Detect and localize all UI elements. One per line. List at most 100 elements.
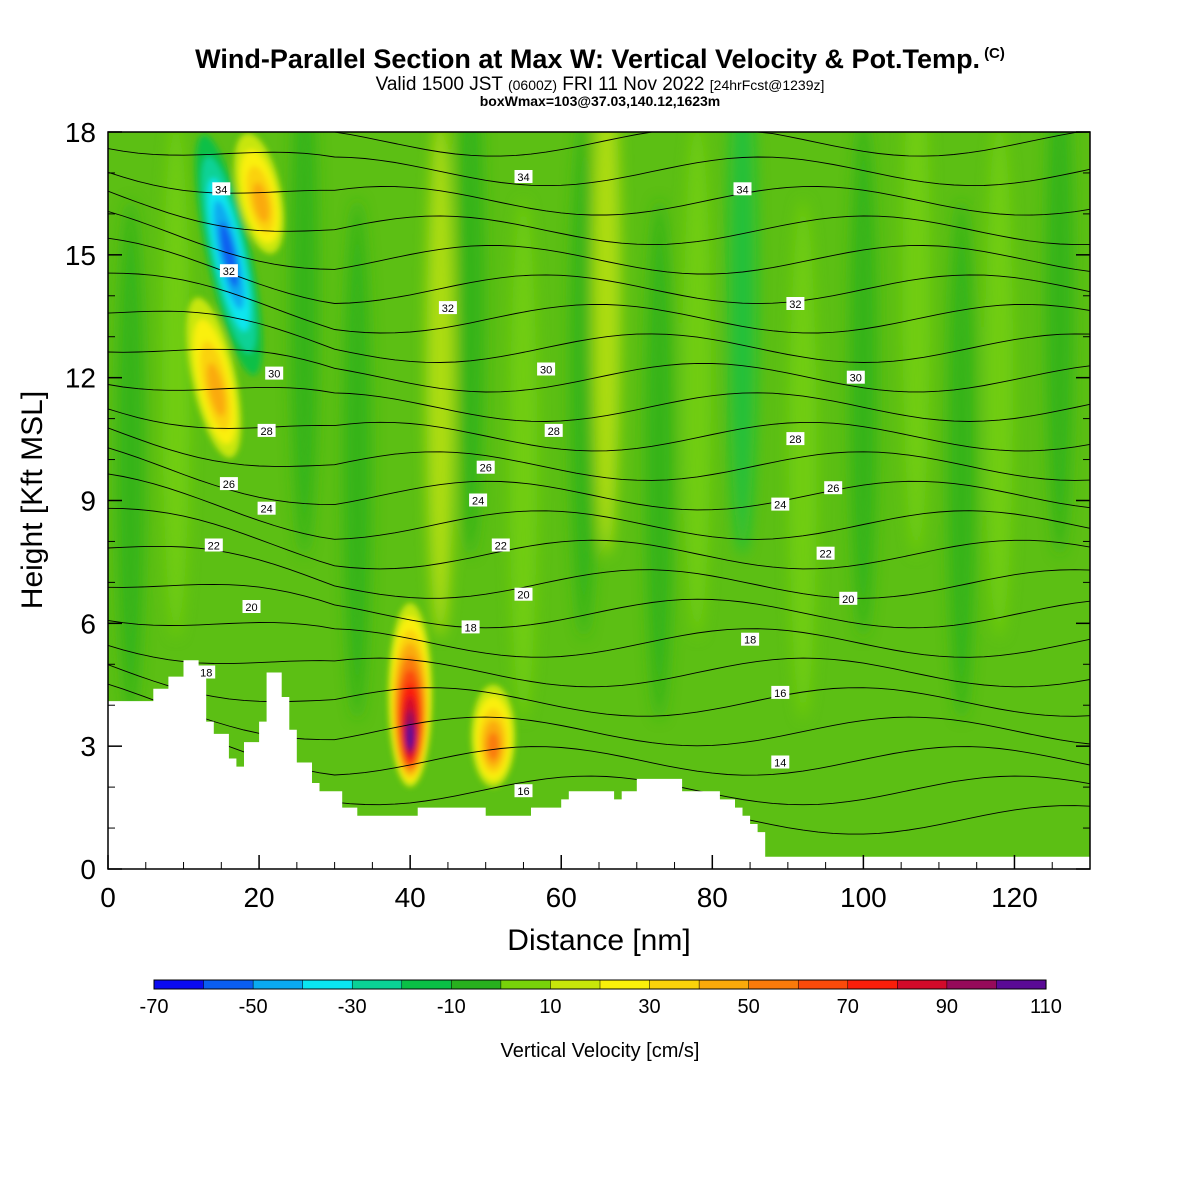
theta-label-text: 32 [223, 266, 235, 278]
weak-motion-bands [116, 132, 1074, 720]
colorbar-bin [550, 979, 601, 990]
axes: 0 20 40 60 80 100 120 0 3 6 9 12 15 18 [65, 117, 1090, 913]
colorbar-tick-label: -30 [338, 996, 367, 1018]
theta-label-24: 24 [469, 493, 488, 508]
x-tick-label: 20 [243, 882, 274, 913]
theta-label-30: 30 [537, 362, 556, 377]
theta-label-34: 34 [212, 182, 231, 196]
theta-label-text: 16 [774, 688, 786, 700]
y-tick-label: 9 [80, 486, 96, 517]
x-tick-label: 40 [395, 882, 426, 913]
theta-label-bg [204, 538, 223, 552]
colorbar-tick-label: 10 [539, 996, 561, 1018]
theta-label-18: 18 [461, 620, 480, 634]
theta-contour-line [108, 507, 1090, 570]
theta-label-bg [839, 591, 858, 605]
colorbar-tick-label: 110 [1030, 996, 1062, 1018]
theta-label-text: 30 [268, 369, 280, 381]
theta-label-text: 14 [774, 758, 786, 770]
theta-contour-line [108, 620, 1090, 658]
theta-contour-line [108, 473, 1090, 540]
theta-label-text: 28 [548, 426, 560, 438]
theta-label-bg [786, 432, 805, 446]
theta-label-16: 16 [771, 685, 790, 700]
theta-label-28: 28 [257, 423, 276, 438]
x-tick-label: 80 [697, 882, 728, 913]
theta-label-20: 20 [242, 600, 261, 614]
theta-label-22: 22 [204, 538, 223, 553]
theta-label-bg [461, 620, 480, 634]
colorbar-bin [351, 979, 403, 990]
y-tick-label: 6 [80, 608, 96, 639]
theta-label-bg [816, 546, 835, 560]
theta-label-bg [786, 297, 805, 310]
colorbar-tick-label: 50 [738, 996, 760, 1018]
colorbar-bin [897, 979, 948, 990]
theta-label-bg [242, 600, 261, 613]
colorbar-bin [599, 979, 651, 990]
theta-contour-line [108, 272, 1090, 334]
x-tick-label: 0 [100, 882, 116, 913]
theta-label-bg [469, 493, 488, 507]
theta-label-22: 22 [491, 538, 510, 553]
colorbar-frame [153, 979, 1047, 990]
y-tick-label: 15 [65, 240, 96, 271]
weak-motion-band [849, 132, 878, 638]
valid-prefix: Valid 1500 JST [375, 74, 503, 95]
theta-contour-line [108, 310, 1090, 363]
valid-utc: (0600Z) [507, 77, 557, 93]
colorbar-bin [698, 979, 750, 990]
colorbar: -70 -50 -30 -10 10 30 50 70 90 110 [140, 979, 1062, 1018]
theta-label-bg [741, 632, 760, 646]
theta-label-28: 28 [544, 423, 563, 438]
weak-motion-band [683, 132, 712, 638]
theta-label-text: 34 [215, 184, 227, 196]
theta-label-bg [212, 182, 231, 196]
weak-motion-band [592, 132, 621, 556]
theta-label-30: 30 [846, 370, 865, 385]
theta-label-bg [265, 366, 284, 380]
theta-label-bg [771, 685, 790, 699]
y-axis-title: Height [Kft MSL] [16, 391, 49, 609]
subtitle-valid-time: Valid 1500 JST (0600Z) FRI 11 Nov 2022 [… [0, 74, 1200, 96]
terrain-mask [108, 660, 1090, 869]
theta-label-text: 26 [223, 479, 235, 491]
y-tick-label: 0 [80, 854, 96, 885]
colorbar-tick-label: -70 [140, 996, 169, 1018]
x-axis-title: Distance [nm] [507, 924, 690, 957]
theta-label-text: 32 [442, 303, 454, 315]
theta-label-text: 26 [480, 463, 492, 475]
theta-label-text: 18 [464, 622, 476, 634]
colorbar-bin [649, 979, 700, 990]
x-tick-label: 120 [991, 882, 1038, 913]
theta-contour-line [108, 237, 1090, 305]
theta-label-24: 24 [771, 497, 790, 512]
theta-contour-line [108, 171, 1090, 216]
colorbar-tick-label: -50 [239, 996, 268, 1018]
title-copyright-mark: (C) [984, 45, 1005, 62]
theta-label-bg [846, 370, 865, 384]
weak-motion-band [426, 132, 455, 638]
valid-date: FRI 11 Nov 2022 [562, 74, 705, 95]
theta-label-28: 28 [786, 432, 805, 446]
updraft-level [406, 723, 415, 750]
theta-label-text: 28 [789, 434, 801, 446]
title-main-wrap: Wind-Parallel Section at Max W: Vertical… [0, 44, 1200, 75]
theta-label-text: 18 [744, 635, 756, 647]
theta-label-text: 34 [736, 184, 748, 196]
theta-label-26: 26 [824, 481, 843, 495]
theta-contour-line [108, 583, 1090, 629]
theta-contour-line [108, 148, 1090, 187]
theta-contour-line [108, 190, 1090, 246]
colorbar-tick-label: 30 [638, 996, 660, 1018]
colorbar-bin [996, 979, 1047, 990]
colorbar-bin [748, 979, 799, 990]
colorbar-bin [153, 979, 205, 990]
theta-label-text: 22 [495, 541, 507, 553]
theta-label-bg [491, 538, 510, 552]
colorbar-bin [401, 979, 452, 990]
weak-motion-band [509, 199, 538, 720]
theta-label-text: 34 [517, 172, 529, 184]
colorbar-tick-label: 90 [936, 996, 958, 1018]
theta-label-16: 16 [514, 784, 533, 798]
